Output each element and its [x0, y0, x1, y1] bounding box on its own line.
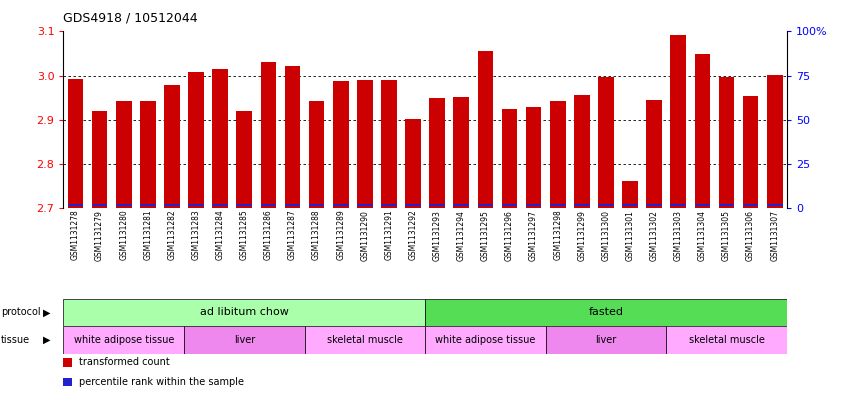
- Bar: [766, 204, 783, 206]
- Bar: [550, 101, 566, 208]
- Bar: [68, 79, 84, 208]
- Bar: [453, 204, 470, 206]
- Bar: [188, 204, 204, 206]
- Bar: [426, 299, 787, 326]
- Bar: [429, 98, 445, 208]
- Bar: [525, 108, 541, 208]
- Bar: [261, 62, 277, 208]
- Bar: [477, 51, 493, 208]
- Bar: [646, 204, 662, 206]
- Text: skeletal muscle: skeletal muscle: [689, 335, 765, 345]
- Bar: [284, 204, 300, 206]
- Text: fasted: fasted: [589, 307, 624, 318]
- Bar: [574, 204, 590, 206]
- Bar: [598, 204, 614, 206]
- Bar: [63, 358, 72, 367]
- Text: ▶: ▶: [43, 307, 50, 318]
- Bar: [357, 80, 373, 208]
- Bar: [405, 204, 421, 206]
- Bar: [63, 326, 184, 354]
- Bar: [381, 80, 397, 208]
- Bar: [332, 204, 349, 206]
- Text: ad libitum chow: ad libitum chow: [200, 307, 288, 318]
- Bar: [525, 204, 541, 206]
- Bar: [667, 326, 787, 354]
- Bar: [429, 204, 445, 206]
- Bar: [381, 204, 397, 206]
- Bar: [357, 204, 373, 206]
- Bar: [646, 99, 662, 208]
- Bar: [184, 326, 305, 354]
- Bar: [261, 204, 277, 206]
- Bar: [718, 204, 734, 206]
- Bar: [63, 299, 425, 326]
- Bar: [68, 204, 84, 206]
- Text: skeletal muscle: skeletal muscle: [327, 335, 403, 345]
- Bar: [188, 72, 204, 208]
- Text: ▶: ▶: [43, 335, 50, 345]
- Bar: [236, 110, 252, 208]
- Bar: [622, 181, 638, 208]
- Bar: [550, 204, 566, 206]
- Text: protocol: protocol: [1, 307, 41, 318]
- Bar: [695, 54, 711, 208]
- Bar: [91, 110, 107, 208]
- Bar: [766, 75, 783, 208]
- Bar: [622, 204, 638, 206]
- Bar: [426, 326, 546, 354]
- Bar: [718, 77, 734, 208]
- Bar: [743, 204, 759, 206]
- Bar: [670, 35, 686, 208]
- Bar: [305, 326, 425, 354]
- Bar: [140, 204, 156, 206]
- Bar: [212, 204, 228, 206]
- Text: liver: liver: [596, 335, 617, 345]
- Text: GDS4918 / 10512044: GDS4918 / 10512044: [63, 12, 198, 25]
- Bar: [405, 119, 421, 208]
- Bar: [116, 101, 132, 208]
- Bar: [477, 204, 493, 206]
- Bar: [164, 204, 180, 206]
- Bar: [502, 109, 518, 208]
- Text: transformed count: transformed count: [80, 357, 170, 367]
- Bar: [212, 69, 228, 208]
- Text: tissue: tissue: [1, 335, 30, 345]
- Bar: [453, 97, 470, 208]
- Bar: [164, 85, 180, 208]
- Bar: [695, 204, 711, 206]
- Bar: [63, 378, 72, 386]
- Bar: [116, 204, 132, 206]
- Text: white adipose tissue: white adipose tissue: [435, 335, 536, 345]
- Bar: [598, 77, 614, 208]
- Bar: [309, 204, 325, 206]
- Bar: [574, 95, 590, 208]
- Bar: [140, 101, 156, 208]
- Bar: [309, 101, 325, 208]
- Text: percentile rank within the sample: percentile rank within the sample: [80, 377, 244, 387]
- Bar: [670, 204, 686, 206]
- Text: liver: liver: [233, 335, 255, 345]
- Bar: [502, 204, 518, 206]
- Text: white adipose tissue: white adipose tissue: [74, 335, 174, 345]
- Bar: [284, 66, 300, 208]
- Bar: [236, 204, 252, 206]
- Bar: [332, 81, 349, 208]
- Bar: [743, 95, 759, 208]
- Bar: [546, 326, 667, 354]
- Bar: [91, 204, 107, 206]
